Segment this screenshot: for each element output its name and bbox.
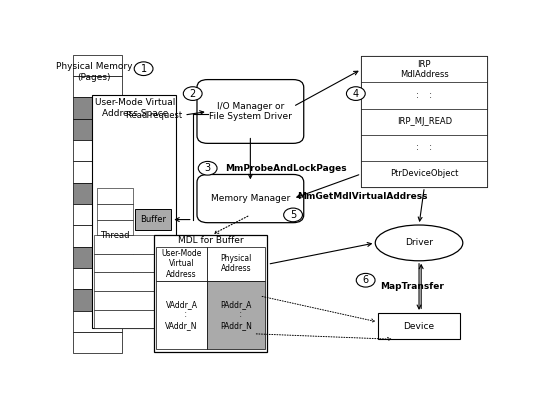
Text: MapTransfer: MapTransfer xyxy=(381,282,445,291)
FancyBboxPatch shape xyxy=(96,220,133,235)
FancyBboxPatch shape xyxy=(361,82,488,109)
FancyBboxPatch shape xyxy=(207,281,266,349)
FancyBboxPatch shape xyxy=(135,209,171,230)
Text: PtrDeviceObject: PtrDeviceObject xyxy=(390,169,458,178)
Text: User-Mode Virtual
Address Space: User-Mode Virtual Address Space xyxy=(95,98,175,118)
Text: I/O Manager or
File System Driver: I/O Manager or File System Driver xyxy=(209,102,292,121)
Circle shape xyxy=(198,162,217,175)
Text: User-Mode
Virtual
Address: User-Mode Virtual Address xyxy=(161,249,202,279)
Circle shape xyxy=(356,274,375,287)
FancyBboxPatch shape xyxy=(361,161,488,187)
Text: MmProbeAndLockPages: MmProbeAndLockPages xyxy=(225,164,347,173)
Text: 3: 3 xyxy=(204,163,210,173)
FancyBboxPatch shape xyxy=(95,291,174,310)
Text: 2: 2 xyxy=(190,88,196,99)
Text: MDL for Buffer: MDL for Buffer xyxy=(178,236,244,245)
Text: Device: Device xyxy=(403,322,435,330)
Text: :    :: : : xyxy=(417,143,433,152)
Text: 5: 5 xyxy=(290,210,296,220)
Circle shape xyxy=(134,62,153,76)
Text: Memory Manager: Memory Manager xyxy=(210,194,290,203)
Text: 1: 1 xyxy=(141,64,147,74)
Circle shape xyxy=(183,87,202,101)
FancyBboxPatch shape xyxy=(73,55,122,76)
FancyBboxPatch shape xyxy=(73,76,122,97)
FancyBboxPatch shape xyxy=(96,204,133,220)
FancyBboxPatch shape xyxy=(93,95,176,328)
FancyBboxPatch shape xyxy=(73,311,122,332)
FancyBboxPatch shape xyxy=(73,268,122,289)
Text: VAddr_A
    :
VAddr_N: VAddr_A : VAddr_N xyxy=(165,300,198,330)
FancyBboxPatch shape xyxy=(73,97,122,119)
Text: Driver: Driver xyxy=(405,238,433,247)
FancyBboxPatch shape xyxy=(73,183,122,204)
FancyBboxPatch shape xyxy=(96,235,133,250)
FancyBboxPatch shape xyxy=(96,188,133,204)
Text: Read request: Read request xyxy=(126,111,182,120)
FancyBboxPatch shape xyxy=(95,272,174,291)
FancyBboxPatch shape xyxy=(156,281,207,349)
Text: MmGetMdlVirtualAddress: MmGetMdlVirtualAddress xyxy=(298,192,428,201)
FancyBboxPatch shape xyxy=(96,266,133,282)
FancyBboxPatch shape xyxy=(73,161,122,183)
FancyBboxPatch shape xyxy=(361,135,488,161)
Text: PAddr_A
    :
PAddr_N: PAddr_A : PAddr_N xyxy=(220,300,252,330)
Text: Physical Memory
(Pages): Physical Memory (Pages) xyxy=(56,63,133,82)
Text: 6: 6 xyxy=(363,275,369,285)
FancyBboxPatch shape xyxy=(156,246,207,281)
Text: Buffer: Buffer xyxy=(140,215,166,224)
FancyBboxPatch shape xyxy=(361,56,488,187)
Text: Physical
Address: Physical Address xyxy=(220,254,252,274)
FancyBboxPatch shape xyxy=(73,289,122,311)
FancyBboxPatch shape xyxy=(95,254,174,272)
FancyBboxPatch shape xyxy=(73,204,122,225)
FancyBboxPatch shape xyxy=(95,310,174,328)
Text: IRP_MJ_READ: IRP_MJ_READ xyxy=(397,117,452,126)
FancyBboxPatch shape xyxy=(96,250,133,266)
FancyBboxPatch shape xyxy=(154,235,267,352)
FancyBboxPatch shape xyxy=(379,313,460,339)
FancyBboxPatch shape xyxy=(73,225,122,247)
FancyBboxPatch shape xyxy=(73,119,122,140)
Text: 4: 4 xyxy=(353,88,359,99)
Text: IRP
MdlAddress: IRP MdlAddress xyxy=(400,60,449,79)
FancyBboxPatch shape xyxy=(361,56,488,82)
Circle shape xyxy=(347,87,365,101)
FancyBboxPatch shape xyxy=(73,247,122,268)
FancyBboxPatch shape xyxy=(207,246,266,281)
FancyBboxPatch shape xyxy=(361,109,488,135)
FancyBboxPatch shape xyxy=(197,175,304,223)
Circle shape xyxy=(284,208,302,222)
FancyBboxPatch shape xyxy=(73,332,122,354)
Text: Thread: Thread xyxy=(100,231,129,240)
FancyBboxPatch shape xyxy=(197,80,304,143)
Ellipse shape xyxy=(375,225,463,261)
FancyBboxPatch shape xyxy=(73,140,122,161)
FancyBboxPatch shape xyxy=(95,235,174,254)
Text: :    :: : : xyxy=(417,91,433,100)
